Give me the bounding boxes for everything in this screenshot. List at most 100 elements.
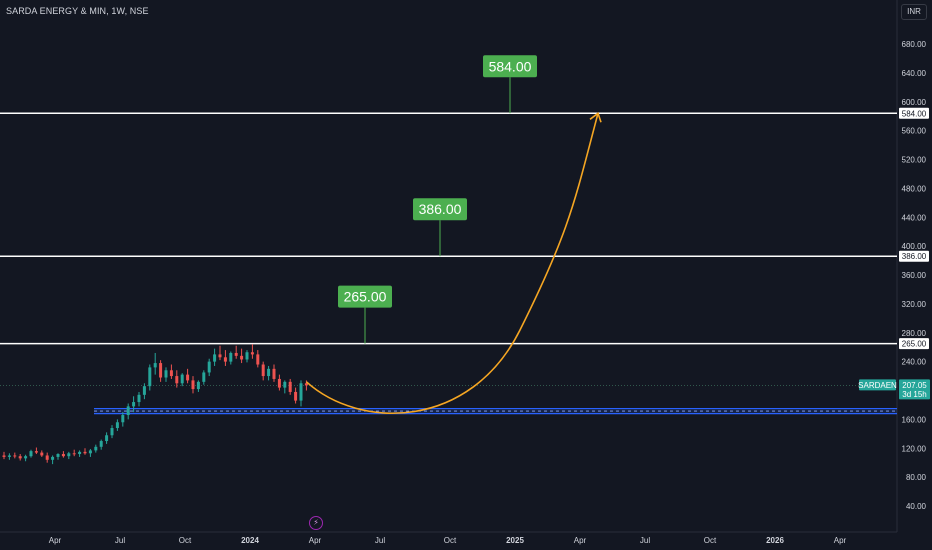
- x-tick-label: Jul: [375, 536, 385, 545]
- candle-body: [299, 383, 303, 401]
- candle-body: [51, 456, 55, 460]
- candle-body: [78, 451, 82, 455]
- candle-body: [83, 451, 87, 454]
- candle-body: [175, 376, 179, 384]
- candle-body: [272, 368, 276, 379]
- candle-body: [2, 455, 6, 457]
- y-tick-label: 400.00: [902, 242, 927, 251]
- level-tag-text: 265.00: [902, 340, 927, 349]
- x-tick-label: 2024: [241, 536, 259, 545]
- candle-body: [277, 378, 281, 388]
- candle-body: [169, 370, 173, 377]
- candle-body: [115, 422, 119, 429]
- target-box-text: 265.00: [344, 289, 387, 305]
- y-tick-label: 80.00: [906, 473, 927, 482]
- chart-title: SARDA ENERGY & MIN, 1W, NSE: [6, 6, 149, 16]
- x-tick-label: Jul: [640, 536, 650, 545]
- candle-body: [110, 428, 114, 436]
- candle-body: [29, 451, 33, 457]
- candle-body: [40, 452, 44, 456]
- x-tick-label: 2025: [506, 536, 524, 545]
- candle-body: [256, 354, 260, 365]
- candle-body: [196, 381, 200, 390]
- y-tick-label: 160.00: [902, 415, 927, 424]
- y-tick-label: 600.00: [902, 98, 927, 107]
- candle-body: [267, 368, 271, 377]
- level-tag-265.00: [899, 338, 929, 350]
- support-zone: [94, 408, 897, 414]
- lightning-icon[interactable]: ⚡: [309, 516, 323, 530]
- target-box-text: 584.00: [489, 58, 532, 74]
- candle-body: [105, 435, 109, 442]
- y-tick-label: 240.00: [902, 358, 927, 367]
- candle-body: [164, 370, 168, 378]
- candle-body: [61, 454, 65, 457]
- candle-body: [126, 406, 130, 416]
- x-tick-label: Jul: [115, 536, 125, 545]
- candle-body: [186, 374, 190, 381]
- x-tick-label: Oct: [444, 536, 457, 545]
- candle-body: [294, 391, 298, 401]
- candle-body: [191, 380, 195, 390]
- last-price-tag: [899, 379, 930, 400]
- target-box-584.00: [483, 55, 537, 78]
- candle-body: [159, 363, 163, 378]
- candle-body: [88, 450, 92, 454]
- candle-body: [250, 352, 254, 355]
- candle-body: [245, 352, 249, 360]
- candle-body: [132, 402, 136, 407]
- candle-body: [202, 372, 206, 382]
- symbol-tag-text: SARDAEN: [858, 381, 897, 390]
- candle-body: [288, 381, 292, 392]
- projection-arrow: [305, 113, 599, 414]
- candle-body: [94, 446, 98, 451]
- y-tick-label: 520.00: [902, 156, 927, 165]
- candle-body: [72, 453, 76, 455]
- candle-body: [67, 453, 71, 457]
- candle-body: [13, 455, 17, 457]
- y-tick-label: 440.00: [902, 213, 927, 222]
- candle-body: [240, 355, 244, 360]
- candle-body: [45, 455, 49, 460]
- candle-body: [261, 364, 265, 377]
- candle-body: [229, 352, 233, 362]
- candle-body: [24, 456, 28, 459]
- target-box-386.00: [413, 198, 467, 221]
- x-tick-label: 2026: [766, 536, 784, 545]
- candle-body: [304, 383, 308, 386]
- target-box-265.00: [338, 285, 392, 308]
- candle-body: [213, 354, 217, 362]
- x-tick-label: Oct: [704, 536, 717, 545]
- level-tag-text: 584.00: [902, 109, 927, 118]
- y-tick-label: 680.00: [902, 40, 927, 49]
- y-tick-label: 40.00: [906, 502, 927, 511]
- last-price-text: 207.05: [902, 381, 927, 390]
- candle-body: [153, 363, 157, 368]
- y-tick-label: 640.00: [902, 69, 927, 78]
- candle-body: [142, 386, 146, 395]
- candle-body: [207, 361, 211, 373]
- y-tick-label: 480.00: [902, 184, 927, 193]
- candle-body: [137, 394, 141, 403]
- symbol-tag: [859, 379, 896, 391]
- level-tag-584.00: [899, 107, 929, 119]
- y-tick-label: 560.00: [902, 127, 927, 136]
- y-tick-label: 360.00: [902, 271, 927, 280]
- level-tag-text: 386.00: [902, 252, 927, 261]
- candle-body: [34, 451, 38, 453]
- candle-body: [56, 454, 60, 457]
- x-tick-label: Apr: [834, 536, 847, 545]
- x-tick-label: Apr: [49, 536, 62, 545]
- candle-body: [99, 441, 103, 447]
- y-tick-label: 280.00: [902, 329, 927, 338]
- candle-body: [283, 381, 287, 388]
- candle-body: [223, 357, 227, 362]
- y-tick-label: 120.00: [902, 444, 927, 453]
- candle-body: [18, 456, 22, 459]
- candle-body: [234, 352, 238, 356]
- currency-button[interactable]: INR: [901, 4, 927, 20]
- y-tick-label: 320.00: [902, 300, 927, 309]
- x-tick-label: Apr: [574, 536, 587, 545]
- candle-body: [121, 415, 125, 423]
